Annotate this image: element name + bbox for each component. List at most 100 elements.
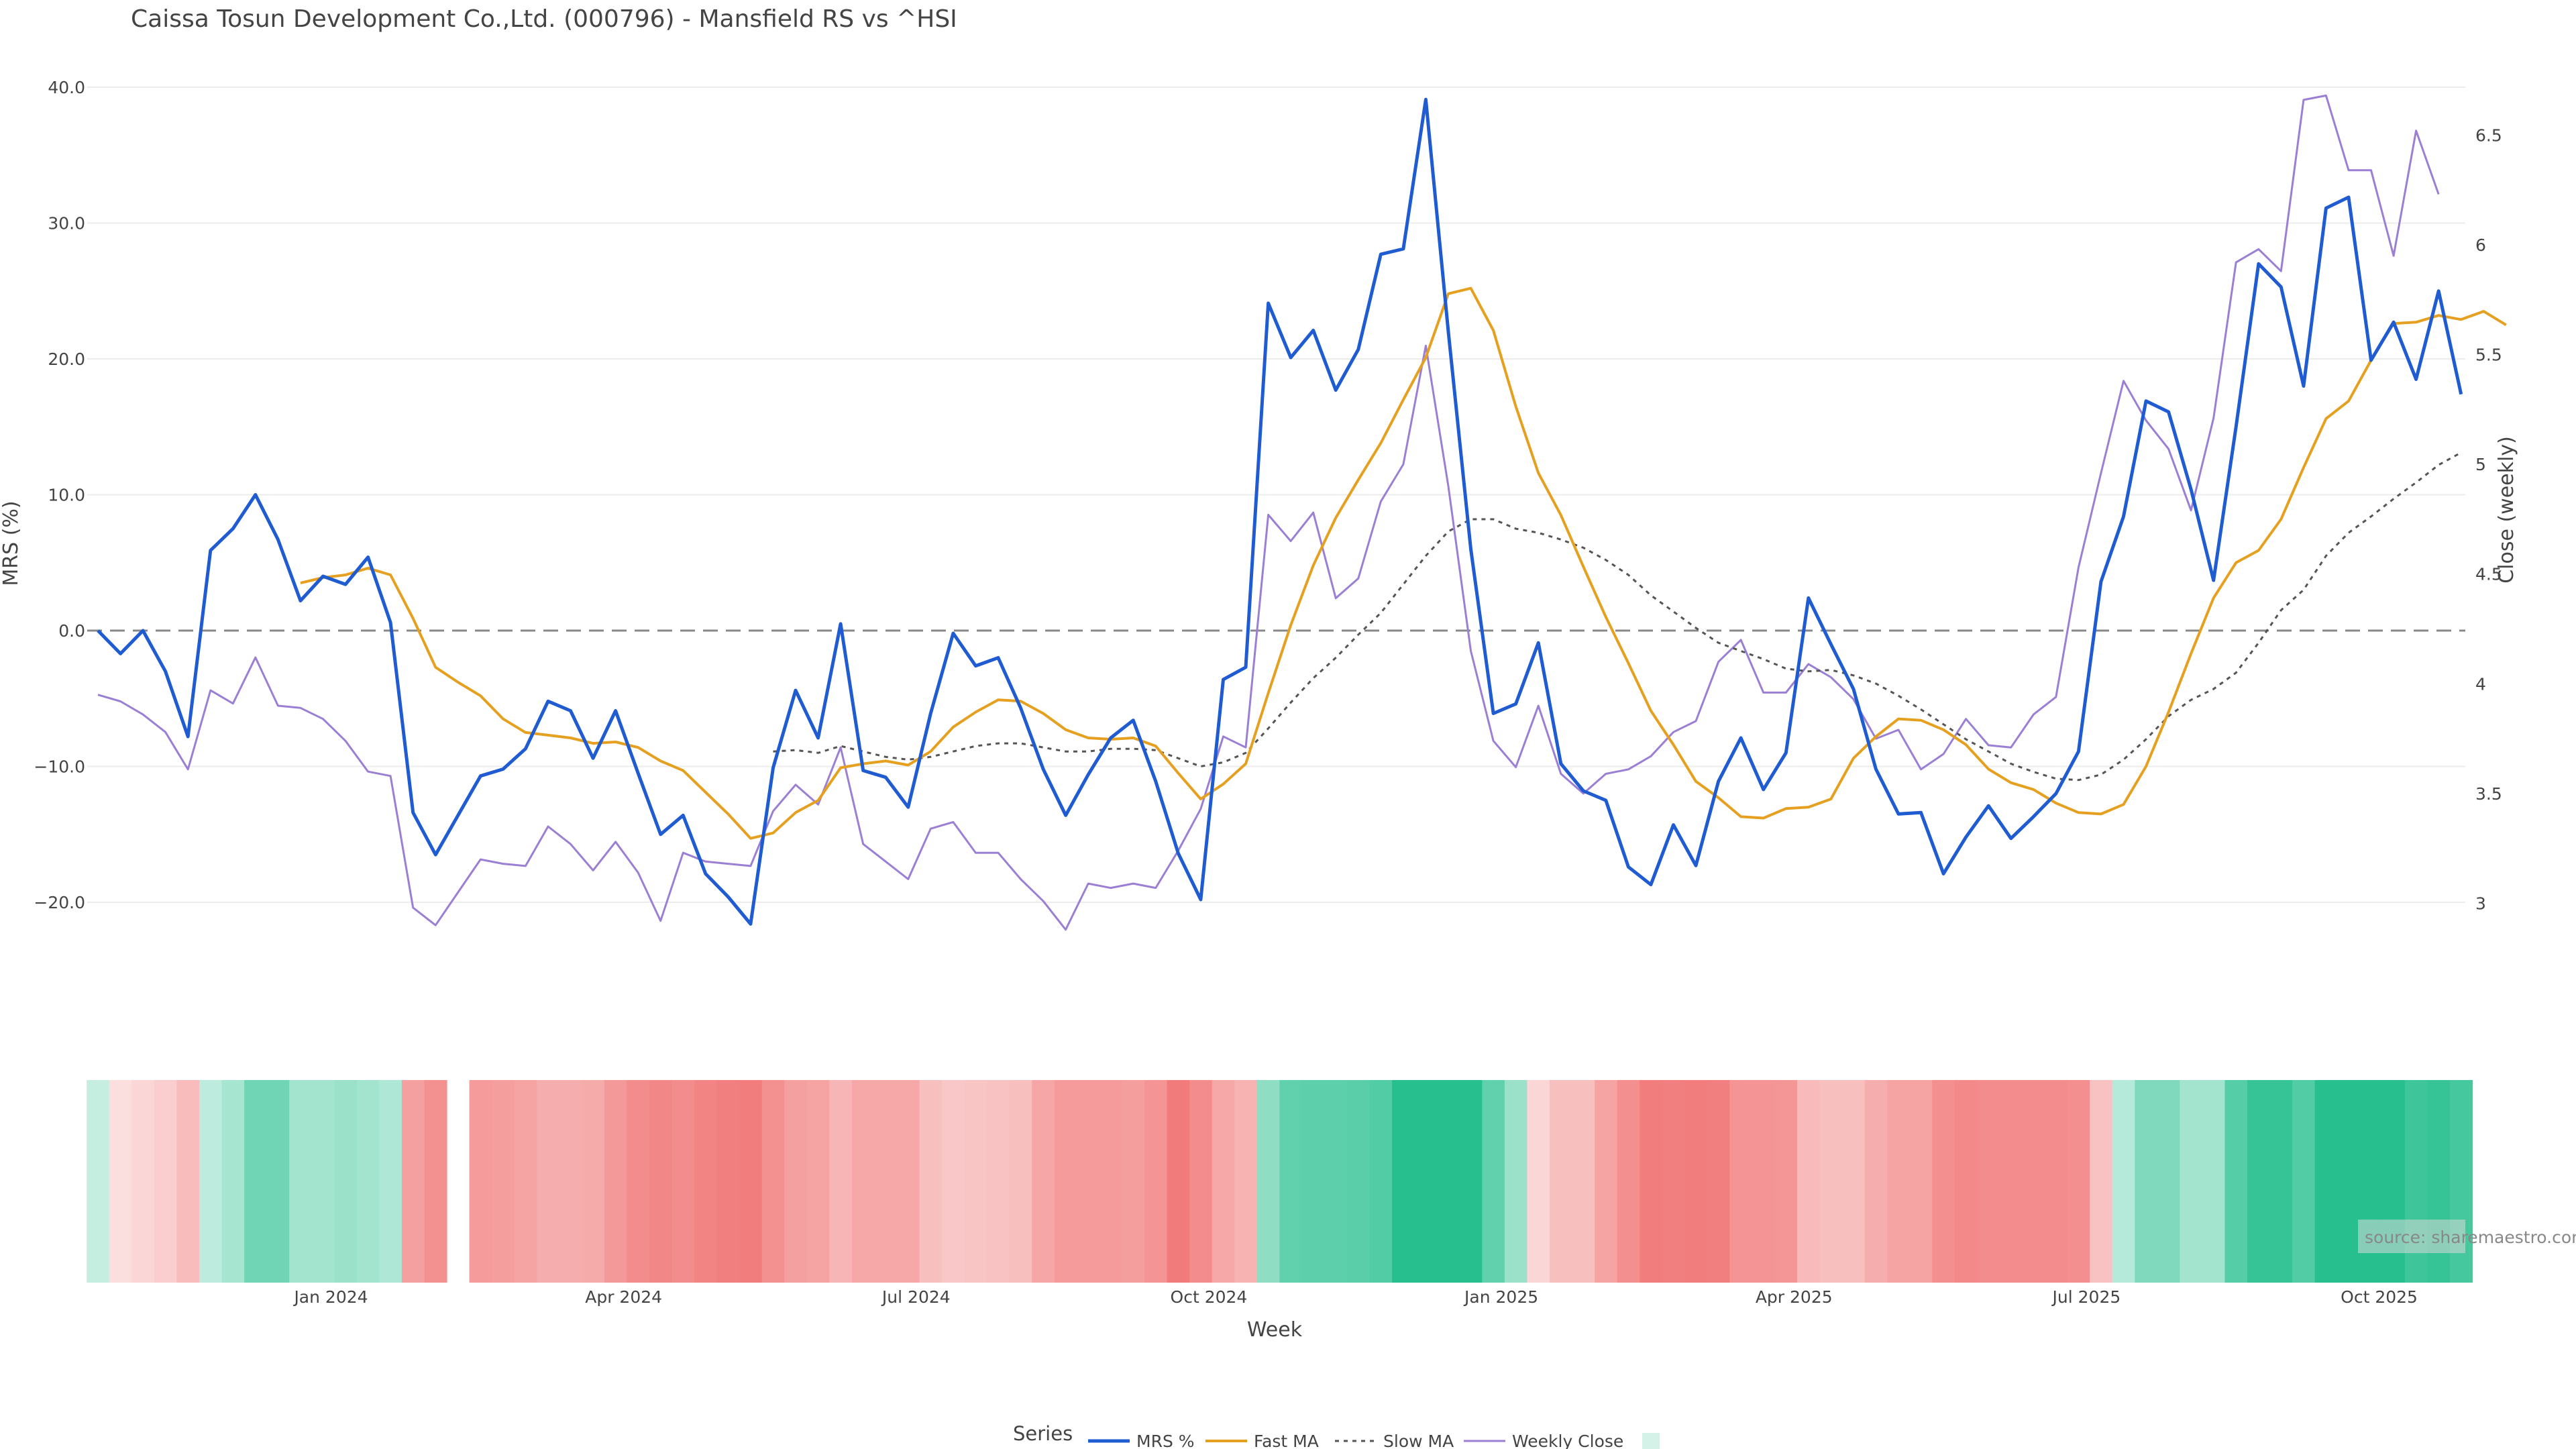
heat-cell [1167,1080,1190,1283]
heat-cell [627,1080,650,1283]
right-tick-label: 3 [2475,894,2486,914]
heat-cell [1009,1080,1032,1283]
heat-cell [739,1080,763,1283]
heat-cell [2000,1080,2023,1283]
heat-cell [1887,1080,1911,1283]
heat-cell [1684,1080,1708,1283]
heat-cell [1482,1080,1505,1283]
series-line-mrs [97,97,2463,926]
heat-cell [289,1080,313,1283]
x-axis-title: Week [1247,1318,1303,1342]
heat-cell [1032,1080,1055,1283]
right-tick-label: 4 [2475,674,2486,694]
heat-cell [2269,1080,2293,1283]
heat-cell [492,1080,515,1283]
legend-label: Slow MA [1383,1432,1454,1449]
heat-cell [672,1080,695,1283]
heat-cell [1977,1080,2000,1283]
heat-cell [694,1080,718,1283]
source-label: source: sharemaestro.com [2365,1228,2576,1247]
heat-cell [469,1080,492,1283]
heat-cell [964,1080,987,1283]
left-tick-label: 10.0 [48,486,85,505]
heat-cell [379,1080,402,1283]
legend-item[interactable]: Weekly Close [1464,1432,1623,1449]
x-tick-label: Oct 2024 [1171,1287,1248,1307]
heat-cell [2314,1080,2338,1283]
legend-item[interactable]: MRS % [1088,1432,1195,1449]
x-tick-label: Apr 2025 [1756,1287,1833,1307]
x-tick-label: Jan 2025 [1463,1287,1538,1307]
left-tick-label: −10.0 [34,757,85,777]
heat-cell [424,1080,447,1283]
x-tick-label: Oct 2025 [2341,1287,2418,1307]
heat-cell [356,1080,380,1283]
heat-cell [1099,1080,1123,1283]
heat-cell [1279,1080,1303,1283]
heat-cell [1189,1080,1213,1283]
heat-cell [2337,1080,2361,1283]
heat-cell [2112,1080,2135,1283]
right-tick-label: 3.5 [2475,784,2502,804]
left-tick-label: 30.0 [48,214,85,233]
left-tick-label: 40.0 [48,78,85,97]
chart-title: Caissa Tosun Development Co.,Ltd. (00079… [131,5,957,33]
right-tick-label: 6.5 [2475,125,2502,145]
heat-cell [1954,1080,1978,1283]
legend-label: Weekly Close [1512,1432,1623,1449]
heat-cell [2022,1080,2045,1283]
heat-cell [1774,1080,1798,1283]
heat-cell [604,1080,627,1283]
series-layer [97,94,2507,931]
heat-cell [1414,1080,1438,1283]
heat-cell [1369,1080,1393,1283]
legend-label: MRS % [1136,1432,1195,1449]
right-tick-label: 5 [2475,455,2486,474]
left-tick-label: −20.0 [34,893,85,912]
heat-cell [1437,1080,1460,1283]
right-axis-ticks: 3 3.5 4 4.5 5 5.5 6 6.5 [2475,125,2502,913]
heat-cell [1909,1080,1933,1283]
heat-cell [987,1080,1010,1283]
heat-cell [829,1080,853,1283]
heat-cell [2157,1080,2180,1283]
heat-cell [1662,1080,1685,1283]
right-tick-label: 6 [2475,235,2486,255]
x-tick-label: Jan 2024 [292,1287,368,1307]
legend-title: Series [1013,1422,1073,1445]
heat-cell [1550,1080,1573,1283]
heat-cell [334,1080,358,1283]
heat-cell [2292,1080,2316,1283]
heat-cell [1324,1080,1348,1283]
heat-cell [1864,1080,1888,1283]
heat-cell [1640,1080,1663,1283]
heat-cell [1301,1080,1325,1283]
heat-cell [2224,1080,2248,1283]
heat-strip [87,1080,2473,1283]
heat-cell [806,1080,830,1283]
heat-cell [131,1080,155,1283]
heat-cell [2067,1080,2090,1283]
heat-cell [851,1080,875,1283]
legend-item[interactable]: Fast MA [1205,1432,1319,1449]
heat-cell [1797,1080,1821,1283]
heat-cell [537,1080,560,1283]
left-axis-title: MRS (%) [0,500,23,586]
heat-cell [1077,1080,1100,1283]
heat-cell [897,1080,920,1283]
source-watermark: source: sharemaestro.com [2358,1220,2576,1253]
heat-cell [582,1080,605,1283]
heat-cell [2247,1080,2271,1283]
heat-cell [266,1080,290,1283]
heat-cell [176,1080,200,1283]
heat-cell [1392,1080,1415,1283]
legend[interactable]: Series MRS % Fast MA Slow MA Weekly Close [1013,1422,1660,1449]
legend-item[interactable]: Slow MA [1335,1432,1454,1449]
heat-cell [1504,1080,1527,1283]
heat-cell [919,1080,943,1283]
heat-cell [1617,1080,1640,1283]
heat-cell [1347,1080,1371,1283]
heat-cell [1819,1080,1843,1283]
heat-cell [87,1080,110,1283]
